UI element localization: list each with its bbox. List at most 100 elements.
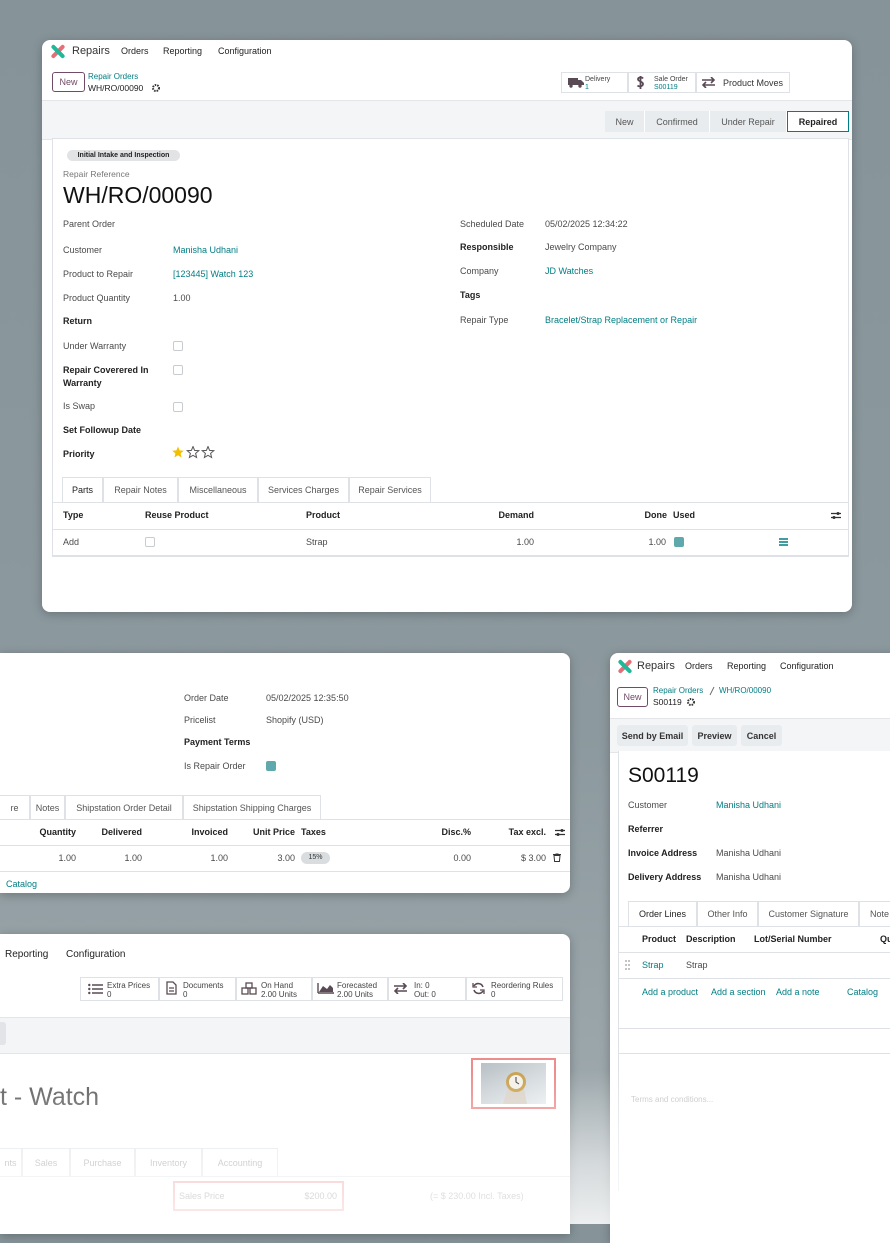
product-image[interactable]	[471, 1058, 556, 1109]
smart-label: Extra Prices	[107, 981, 151, 990]
checkbox-checked[interactable]	[266, 761, 276, 771]
column-header: Taxes	[301, 827, 326, 837]
tab[interactable]: Shipstation Shipping Charges	[183, 795, 321, 819]
smart-button[interactable]	[561, 72, 628, 93]
field-label: Product to Repair	[63, 269, 134, 279]
priority-stars[interactable]	[172, 446, 218, 459]
link[interactable]: Add a product	[642, 987, 699, 997]
action-button[interactable]: Cancel	[741, 725, 782, 746]
tab[interactable]: Inventory	[135, 1148, 202, 1176]
column-settings-icon[interactable]	[555, 828, 565, 837]
record-name: S00119	[653, 697, 682, 707]
row-line	[0, 845, 570, 846]
field-value: $200.00	[304, 1191, 337, 1201]
tab[interactable]: Other Info	[697, 901, 758, 926]
stage[interactable]: Confirmed	[645, 111, 710, 132]
tab[interactable]: Services Charges	[258, 477, 349, 502]
field-value[interactable]: [123445] Watch 123	[173, 269, 254, 279]
menu-item[interactable]: Orders	[685, 661, 713, 671]
tab[interactable]: Customer Signature	[758, 901, 859, 926]
row-line	[0, 1176, 570, 1177]
field-value: Manisha Udhani	[716, 872, 782, 882]
cell: Strap	[686, 960, 708, 970]
breadcrumb[interactable]: Repair Orders	[653, 686, 704, 695]
smart-button[interactable]	[696, 72, 790, 93]
tab[interactable]: Notes	[30, 795, 65, 819]
smart-label: Delivery	[585, 76, 611, 83]
new-button[interactable]: New	[617, 687, 648, 707]
smart-value: 0	[107, 990, 112, 999]
checkbox-checked[interactable]	[674, 537, 684, 547]
field-value[interactable]: Bracelet/Strap Replacement or Repair	[545, 315, 698, 325]
stage[interactable]: New	[605, 111, 645, 132]
app-logo	[618, 659, 632, 674]
smart-button[interactable]	[388, 977, 466, 1001]
field-label: Set Followup Date	[63, 425, 142, 435]
tab-active[interactable]: Order Lines	[628, 901, 697, 927]
menu-item[interactable]: Reporting	[5, 949, 49, 960]
control-band	[42, 100, 852, 140]
smart-button[interactable]	[628, 72, 696, 93]
delete-icon[interactable]	[553, 853, 561, 862]
tab[interactable]: Repair Services	[349, 477, 431, 502]
cell: 1.00	[516, 537, 534, 547]
field-label: Parent Order	[63, 219, 116, 229]
action-button[interactable]: Send by Email	[617, 725, 688, 746]
action-button[interactable]: Preview	[692, 725, 737, 746]
new-button[interactable]: New	[52, 72, 85, 92]
field-value[interactable]: JD Watches	[545, 266, 594, 276]
field-label: Return	[63, 316, 92, 326]
tab[interactable]: Note	[859, 901, 890, 926]
link[interactable]: Add a note	[776, 987, 820, 997]
link[interactable]: Add a section	[711, 987, 766, 997]
menu-item[interactable]: Orders	[121, 46, 149, 56]
smart-value: S00119	[654, 84, 678, 91]
button-edge[interactable]	[0, 1022, 6, 1045]
smart-button[interactable]	[236, 977, 312, 1001]
checkbox[interactable]	[173, 365, 183, 375]
column-header: Product	[306, 510, 341, 520]
gear-icon[interactable]	[152, 84, 160, 92]
breadcrumb[interactable]: Repair Orders	[88, 72, 139, 81]
tab-active[interactable]: Parts	[62, 477, 103, 503]
details-icon[interactable]	[779, 538, 788, 546]
tab[interactable]: Repair Notes	[103, 477, 178, 502]
stage-active[interactable]: Repaired	[787, 111, 849, 132]
tab[interactable]: Shipstation Order Detail	[65, 795, 183, 819]
tab[interactable]: nts	[0, 1148, 22, 1176]
stage[interactable]: Under Repair	[710, 111, 787, 132]
menu-item[interactable]: Configuration	[780, 661, 834, 671]
drag-handle[interactable]	[625, 960, 631, 970]
gear-icon[interactable]	[687, 698, 695, 706]
menu-item[interactable]: Configuration	[218, 46, 272, 56]
tab[interactable]: Purchase	[70, 1148, 135, 1176]
area-chart-icon	[317, 983, 334, 994]
smart-button[interactable]	[466, 977, 563, 1001]
field-value[interactable]: Manisha Udhani	[716, 800, 782, 810]
field-value[interactable]: Manisha Udhani	[173, 245, 239, 255]
column-settings-icon[interactable]	[831, 511, 841, 520]
tab[interactable]: re	[0, 795, 30, 819]
menu-item[interactable]: Reporting	[163, 46, 203, 56]
tab[interactable]: Sales	[22, 1148, 70, 1176]
smart-button[interactable]	[159, 977, 236, 1001]
checkbox[interactable]	[173, 402, 183, 412]
checkbox[interactable]	[145, 537, 155, 547]
smart-value: Out: 0	[414, 990, 436, 999]
breadcrumb[interactable]: WH/RO/00090	[719, 686, 772, 695]
row-line	[52, 502, 849, 503]
tab[interactable]: Miscellaneous	[178, 477, 258, 502]
column-header: Invoiced	[191, 827, 228, 837]
tab[interactable]: Accounting	[202, 1148, 278, 1176]
field-label: Repair Reference	[63, 169, 130, 179]
checkbox[interactable]	[173, 341, 183, 351]
field-label: Under Warranty	[63, 341, 127, 351]
menu-item[interactable]: Reporting	[727, 661, 767, 671]
smart-value: 2.00 Units	[261, 990, 298, 999]
link[interactable]: Catalog	[6, 879, 38, 889]
link[interactable]: Catalog	[847, 987, 879, 997]
sale-order-details-window: Order Date 05/02/2025 12:35:50 Pricelist…	[0, 653, 570, 893]
field-label: Repair Type	[460, 315, 509, 325]
menu-item[interactable]: Configuration	[66, 949, 126, 960]
